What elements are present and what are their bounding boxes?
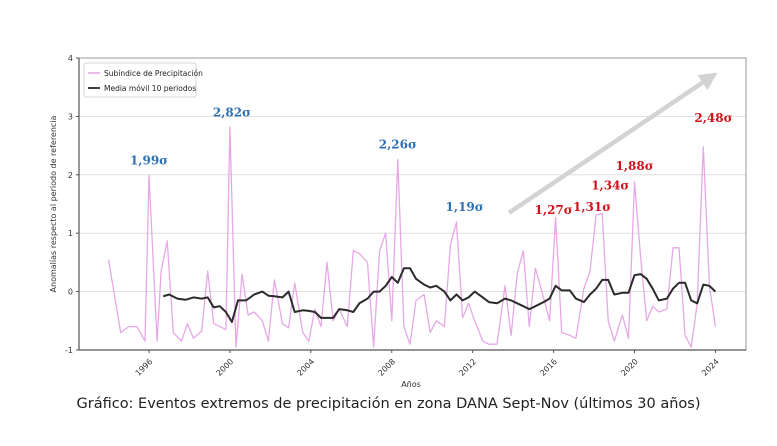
grid-lines [79,116,746,293]
x-tick-label: 2020 [619,357,640,378]
trend-arrow-shaft [507,80,704,215]
figure-caption: Gráfico: Eventos extremos de precipitaci… [76,396,701,412]
y-tick-label: 2 [68,171,73,180]
x-tick-label: 2024 [700,357,721,378]
x-tick-label: 2008 [376,357,397,378]
peak-annotation: 2,26σ [379,138,417,152]
annotations: 1,99σ 2,82σ 2,26σ 1,19σ 1,27σ 1,31σ 1,34σ 1,88σ… [130,105,733,217]
y-tick-label: 0 [68,288,73,297]
trend-arrow-head [697,72,718,91]
y-tick-label: 4 [68,54,73,63]
peak-annotation: 1,19σ [446,200,484,214]
peak-annotation: 1,27σ [535,203,573,217]
y-tick-label: 1 [68,229,73,238]
series-group [107,126,717,348]
legend: Subíndice de Precipitación Media móvil 1… [83,62,203,98]
peak-annotation: 1,31σ [573,200,611,214]
x-axis-label: Años [401,380,421,389]
x-tick-label: 2016 [538,357,559,378]
peak-annotation: 2,82σ [213,105,251,119]
x-tick-label: 2012 [457,357,478,378]
axes: -1 0 1 2 3 4 1996 2000 2004 2008 2012 2016 2020 2024 [65,54,747,378]
peak-annotation: 1,34σ [591,178,629,192]
legend-label-moving-avg: Media móvil 10 periodos [104,84,196,93]
series-precipitation-line [107,126,717,348]
legend-box [83,62,197,98]
peak-annotation: 2,48σ [694,111,732,125]
trend-arrow [507,72,718,215]
x-tick-label: 1996 [134,357,155,378]
peak-annotation: 1,99σ [130,153,168,167]
x-tick-label: 2004 [295,357,316,378]
x-tick-label: 2000 [215,357,236,378]
series-moving-average-line [162,267,717,323]
y-tick-label: -1 [65,346,73,355]
y-axis-label: Anomalías respecto al periodo de referen… [49,115,58,292]
legend-label-precip: Subíndice de Precipitación [104,69,203,78]
peak-annotation: 1,88σ [615,159,653,173]
y-tick-label: 3 [68,112,73,121]
